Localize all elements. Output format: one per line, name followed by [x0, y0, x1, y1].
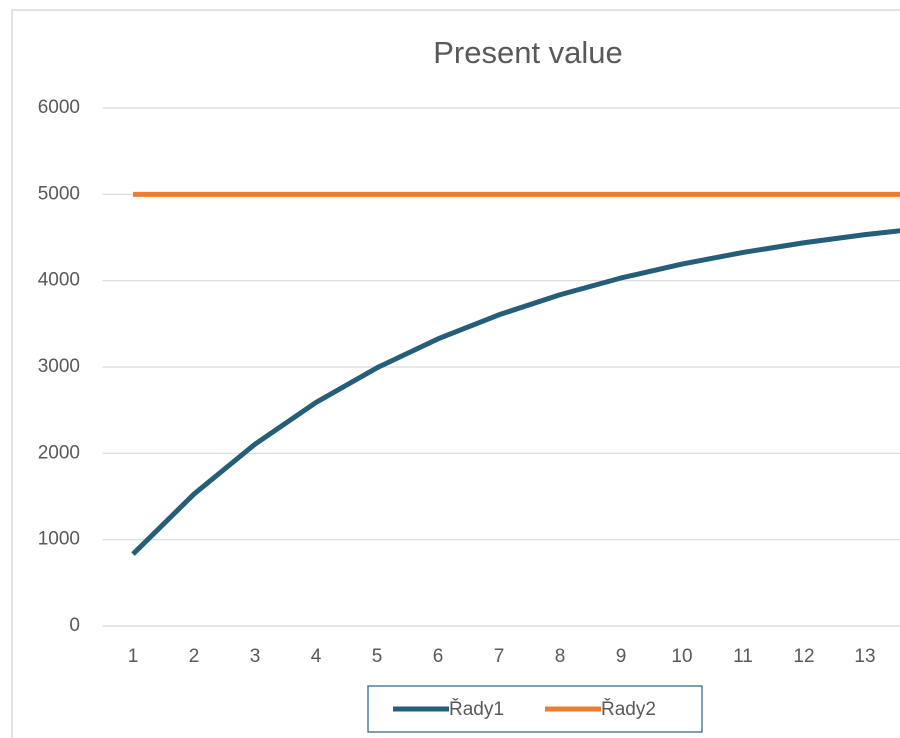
series-line	[131, 228, 900, 556]
x-tick-label: 13	[854, 646, 875, 667]
x-tick-label: 6	[433, 646, 444, 667]
x-tick-label: 10	[671, 646, 692, 667]
legend-label: Řady2	[601, 698, 656, 720]
y-tick-label: 6000	[38, 97, 80, 118]
x-tick-label: 4	[311, 646, 322, 667]
x-tick-label: 3	[250, 646, 261, 667]
x-tick-label: 12	[793, 646, 814, 667]
y-tick-label: 5000	[38, 183, 80, 204]
x-tick-label: 11	[733, 646, 753, 667]
y-tick-label: 0	[69, 615, 80, 636]
x-tick-label: 1	[128, 646, 139, 667]
y-tick-label: 3000	[38, 356, 80, 377]
x-tick-label: 7	[494, 646, 505, 667]
chart-border	[11, 9, 900, 738]
y-tick-label: 4000	[38, 270, 80, 291]
y-tick-label: 1000	[38, 529, 80, 550]
x-tick-label: 8	[555, 646, 566, 667]
x-tick-label: 9	[616, 646, 627, 667]
legend-label: Řady1	[449, 698, 504, 720]
y-tick-label: 2000	[38, 442, 80, 463]
x-tick-label: 2	[189, 646, 200, 667]
x-tick-label: 5	[372, 646, 383, 667]
chart-title: Present value	[433, 35, 623, 70]
